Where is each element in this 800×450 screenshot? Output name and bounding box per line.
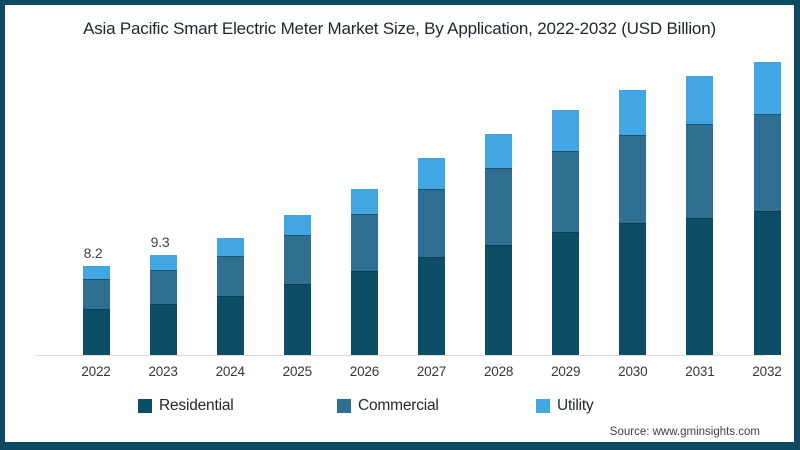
- legend-label: Commercial: [358, 397, 439, 414]
- x-axis-label-2031: 2031: [685, 364, 715, 379]
- stacked-bar-2023: [149, 254, 177, 355]
- bar-segment-commercial-2022: [82, 279, 110, 309]
- stacked-bar-2024: [216, 238, 244, 355]
- bar-segment-utility-2027: [418, 158, 445, 189]
- bar-segment-residential-2023: [149, 304, 177, 355]
- bar-segment-commercial-2027: [418, 188, 445, 257]
- bar-segment-utility-2032: [753, 62, 781, 115]
- bar-segment-utility-2029: [552, 109, 580, 151]
- bar-segment-utility-2022: [82, 266, 110, 280]
- x-axis-label-2026: 2026: [349, 364, 379, 379]
- stacked-bar-2022: [82, 266, 110, 355]
- bar-total-label-2022: 8.2: [83, 245, 103, 262]
- bar-segment-commercial-2029: [552, 150, 580, 232]
- bar-segment-commercial-2032: [753, 114, 781, 212]
- source-attribution: Source: www.gminsights.com: [609, 426, 760, 438]
- bar-segment-residential-2027: [418, 256, 445, 355]
- legend-item-residential: Residential: [138, 397, 234, 415]
- bar-segment-utility-2024: [216, 238, 244, 256]
- legend-label: Residential: [159, 397, 234, 414]
- bar-segment-utility-2031: [686, 76, 714, 124]
- stacked-bar-2028: [485, 133, 513, 355]
- stacked-bar-2029: [552, 109, 580, 355]
- x-axis-label-2023: 2023: [148, 364, 178, 379]
- stacked-bar-2030: [619, 90, 647, 355]
- bar-segment-commercial-2028: [485, 168, 513, 245]
- legend-label: Utility: [557, 397, 594, 414]
- x-axis-label-2029: 2029: [551, 364, 581, 379]
- x-axis-label-2032: 2032: [752, 364, 782, 379]
- bar-segment-commercial-2026: [350, 213, 378, 271]
- bar-segment-commercial-2023: [149, 269, 177, 305]
- stacked-bar-2032: [753, 62, 781, 355]
- legend: Residential Commercial Utility: [5, 397, 794, 419]
- bar-segment-residential-2032: [753, 211, 781, 355]
- x-axis-label-2030: 2030: [618, 364, 648, 379]
- stacked-bar-2031: [686, 76, 714, 355]
- chart-title: Asia Pacific Smart Electric Meter Market…: [83, 19, 716, 38]
- bar-segment-residential-2022: [82, 308, 110, 355]
- bar-segment-commercial-2031: [686, 123, 714, 218]
- legend-swatch-residential: [138, 399, 152, 413]
- stacked-bar-2026: [350, 188, 378, 355]
- bar-segment-commercial-2025: [283, 235, 311, 284]
- x-axis-label-2028: 2028: [483, 364, 514, 379]
- bar-segment-commercial-2024: [216, 255, 244, 296]
- x-axis-label-2022: 2022: [81, 364, 111, 379]
- bar-segment-utility-2023: [149, 254, 177, 270]
- x-axis-label-2024: 2024: [215, 364, 245, 379]
- bar-segment-residential-2031: [686, 217, 714, 355]
- bar-segment-utility-2030: [619, 90, 647, 135]
- legend-swatch-utility: [536, 399, 550, 413]
- bar-total-label-2023: 9.3: [150, 233, 170, 250]
- bar-segment-commercial-2030: [619, 134, 647, 224]
- bar-segment-residential-2026: [350, 270, 378, 355]
- bar-segment-residential-2030: [619, 223, 647, 355]
- bar-segment-utility-2028: [485, 133, 513, 169]
- legend-item-utility: Utility: [536, 397, 594, 415]
- x-axis-label-2025: 2025: [282, 364, 312, 379]
- stacked-bar-2025: [283, 214, 311, 355]
- x-axis-label-2027: 2027: [416, 364, 447, 379]
- bar-segment-utility-2025: [283, 214, 311, 236]
- bar-segment-utility-2026: [350, 188, 378, 214]
- stacked-bar-2027: [418, 158, 445, 355]
- legend-swatch-commercial: [337, 399, 351, 413]
- bar-segment-residential-2024: [216, 295, 244, 355]
- bar-segment-residential-2025: [283, 283, 311, 355]
- legend-item-commercial: Commercial: [337, 397, 439, 415]
- bar-segment-residential-2029: [552, 231, 580, 355]
- plot-area: 8.2 2022 9.3 2023 2024 2025 2026 2027 2028 2029 20…: [36, 60, 782, 379]
- bar-segment-residential-2028: [485, 244, 513, 355]
